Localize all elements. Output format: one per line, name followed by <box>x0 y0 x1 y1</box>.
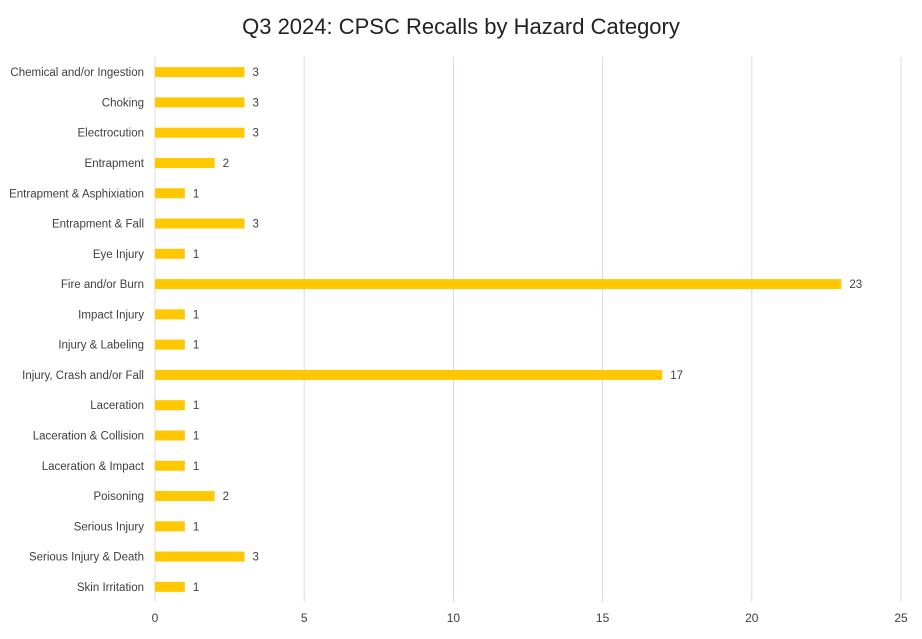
category-label: Laceration & Collision <box>33 430 144 442</box>
category-label: Serious Injury <box>74 521 145 533</box>
bar <box>155 248 185 259</box>
category-label: Laceration & Impact <box>42 461 145 473</box>
category-label: Poisoning <box>93 491 144 503</box>
data-label: 3 <box>253 552 259 564</box>
data-label: 1 <box>193 309 199 321</box>
bar <box>155 157 215 168</box>
category-label: Entrapment & Fall <box>52 219 144 231</box>
data-label: 3 <box>253 97 259 109</box>
x-tick-label: 0 <box>152 611 159 625</box>
bar <box>155 188 185 199</box>
category-label: Injury & Labeling <box>58 340 144 352</box>
bar <box>155 279 842 290</box>
data-label: 1 <box>193 249 199 261</box>
bar <box>155 491 215 502</box>
data-label: 3 <box>253 219 259 231</box>
bar <box>155 460 185 471</box>
category-label: Skin Irritation <box>77 582 144 594</box>
x-tick-label: 15 <box>596 611 610 625</box>
bar <box>155 400 185 411</box>
data-label: 1 <box>193 521 199 533</box>
data-label: 1 <box>193 461 199 473</box>
x-tick-label: 10 <box>447 611 461 625</box>
data-label: 17 <box>670 370 683 382</box>
bar <box>155 67 245 78</box>
category-label: Entrapment & Asphixiation <box>9 188 144 200</box>
bar <box>155 581 185 592</box>
data-label: 23 <box>849 279 862 291</box>
chart-title: Q3 2024: CPSC Recalls by Hazard Category <box>242 14 680 39</box>
category-label: Serious Injury & Death <box>29 552 144 564</box>
data-label: 3 <box>253 128 259 140</box>
bar <box>155 339 185 350</box>
data-label: 1 <box>193 430 199 442</box>
bar <box>155 97 245 108</box>
category-label: Impact Injury <box>78 309 144 321</box>
category-label: Fire and/or Burn <box>61 279 144 291</box>
bar <box>155 369 663 380</box>
category-label: Injury, Crash and/or Fall <box>22 370 144 382</box>
category-labels: Chemical and/or Ingestion Choking Electroc… <box>9 67 145 594</box>
bars <box>155 67 842 592</box>
data-label: 2 <box>223 491 229 503</box>
x-tick-label: 20 <box>745 611 759 625</box>
bar <box>155 521 185 532</box>
category-label: Choking <box>102 97 144 109</box>
category-label: Entrapment <box>85 158 145 170</box>
bar <box>155 218 245 229</box>
bar <box>155 309 185 320</box>
gridlines <box>154 57 902 602</box>
data-label: 1 <box>193 582 199 594</box>
data-labels: 3 3 3 2 1 3 1 23 1 1 17 1 1 1 2 1 3 1 <box>193 67 862 594</box>
category-label: Chemical and/or Ingestion <box>10 67 144 79</box>
data-label: 2 <box>223 158 229 170</box>
data-label: 1 <box>193 340 199 352</box>
bar <box>155 127 245 138</box>
category-label: Eye Injury <box>93 249 144 261</box>
x-tick-labels: 0 5 10 15 20 25 <box>152 611 908 625</box>
data-label: 3 <box>253 67 259 79</box>
data-label: 1 <box>193 188 199 200</box>
category-label: Laceration <box>90 400 144 412</box>
x-tick-label: 25 <box>894 611 908 625</box>
bar <box>155 551 245 562</box>
data-label: 1 <box>193 400 199 412</box>
x-tick-label: 5 <box>301 611 308 625</box>
bar <box>155 430 185 441</box>
category-label: Electrocution <box>78 128 144 140</box>
